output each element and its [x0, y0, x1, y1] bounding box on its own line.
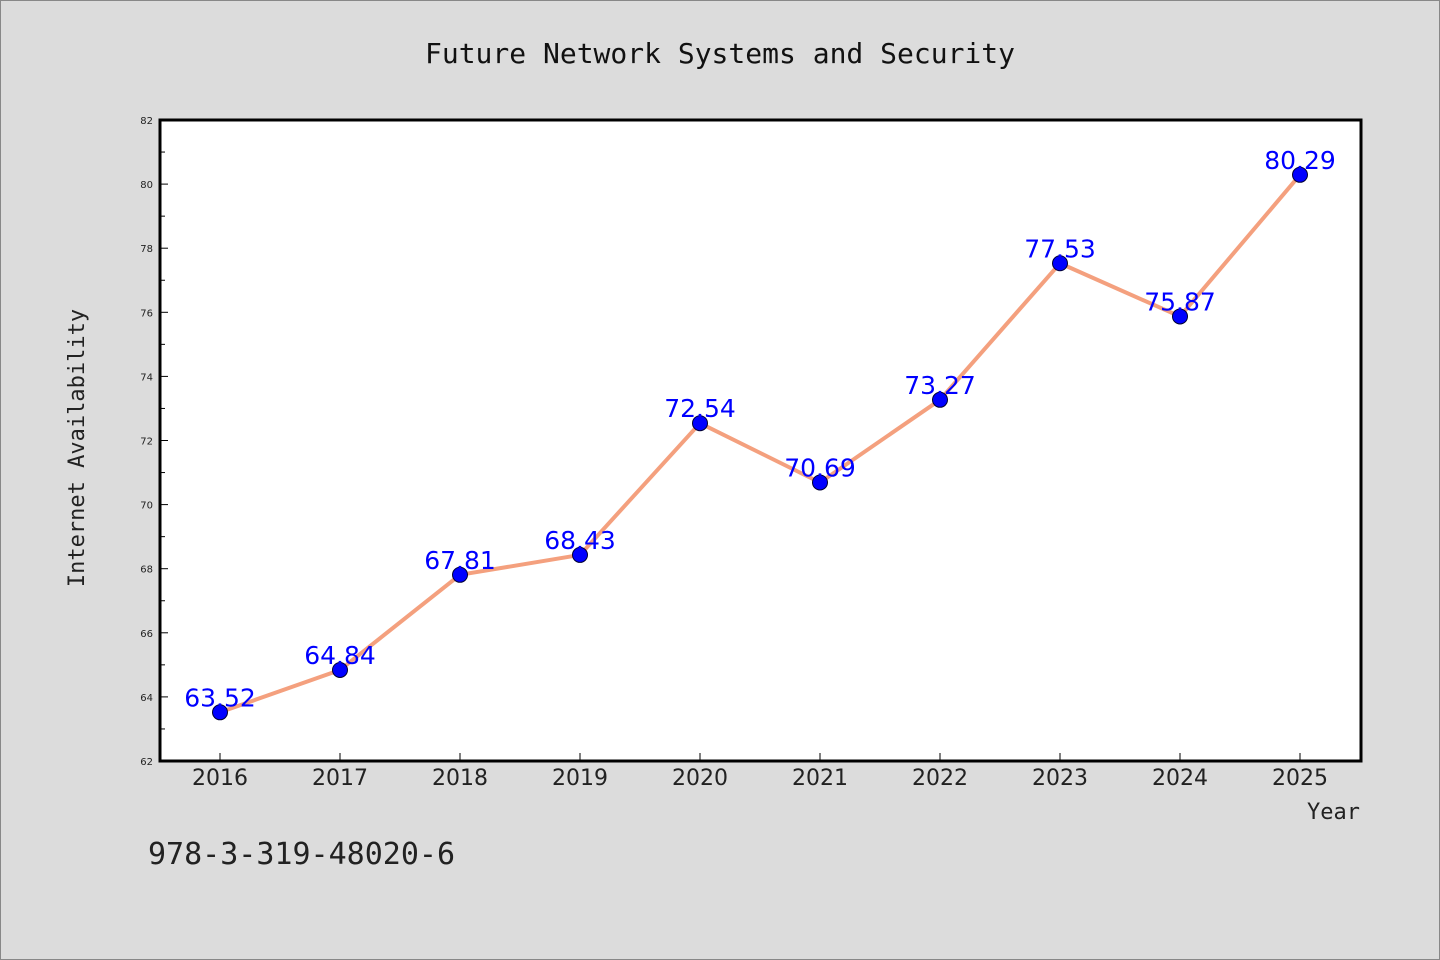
x-tick-label: 2019	[552, 766, 608, 791]
series-lines	[219, 173, 1302, 715]
y-tick-label: 68	[140, 565, 153, 576]
x-tick-label: 2025	[1272, 766, 1328, 791]
x-tick-label: 2017	[312, 766, 368, 791]
data-point	[1292, 166, 1308, 183]
data-label: 63.52	[184, 683, 256, 712]
x-tick-label: 2022	[912, 766, 968, 791]
data-labels: 63.52 64.84 67.81 68.43 72.54 70.69 73.27 77.53…	[184, 146, 1336, 712]
y-tick-label: 78	[140, 244, 153, 255]
data-point	[932, 391, 948, 408]
x-axis-label: Year	[1307, 800, 1360, 825]
data-label: 68.43	[544, 526, 616, 555]
y-axis-label: Internet Availability	[65, 309, 90, 587]
chart-title: Future Network Systems and Security	[425, 37, 1015, 70]
data-point	[452, 566, 468, 583]
data-point	[572, 546, 588, 563]
y-axis: 62 64 66 68 70 72 74 76 78 80 82	[140, 116, 168, 768]
x-tick-label: 2024	[1152, 766, 1208, 791]
isbn-text: 978-3-319-48020-6	[148, 837, 455, 872]
data-label: 64.84	[304, 641, 376, 670]
series-markers	[212, 166, 1308, 721]
data-label: 75.87	[1144, 287, 1216, 316]
data-point	[812, 474, 828, 491]
x-tick-label: 2021	[792, 766, 848, 791]
x-tick-label: 2020	[672, 766, 728, 791]
x-tick-label: 2016	[192, 766, 248, 791]
data-label: 73.27	[904, 371, 976, 400]
y-tick-label: 62	[140, 757, 153, 768]
data-point	[692, 415, 708, 432]
data-point	[1052, 255, 1068, 272]
y-tick-label: 64	[140, 693, 153, 704]
data-label: 72.54	[664, 394, 736, 423]
y-tick-label: 66	[140, 629, 153, 640]
x-tick-label: 2023	[1032, 766, 1088, 791]
y-tick-label: 72	[140, 437, 153, 448]
data-label: 77.53	[1024, 234, 1096, 263]
y-tick-label: 80	[140, 180, 153, 191]
data-label: 67.81	[424, 546, 496, 575]
y-tick-label: 82	[140, 116, 153, 127]
data-label: 70.69	[784, 453, 856, 482]
data-label: 80.29	[1264, 146, 1336, 175]
x-axis: 2016 2017 2018 2019 2020 2021 2022 2023 2024 2025	[192, 753, 1328, 791]
series-line	[219, 173, 1302, 715]
y-tick-label: 74	[140, 372, 153, 383]
data-point	[212, 704, 228, 721]
y-tick-label: 70	[140, 501, 153, 512]
x-tick-label: 2018	[432, 766, 488, 791]
data-point	[1172, 308, 1188, 325]
y-tick-label: 76	[140, 308, 153, 319]
data-point	[332, 661, 348, 678]
